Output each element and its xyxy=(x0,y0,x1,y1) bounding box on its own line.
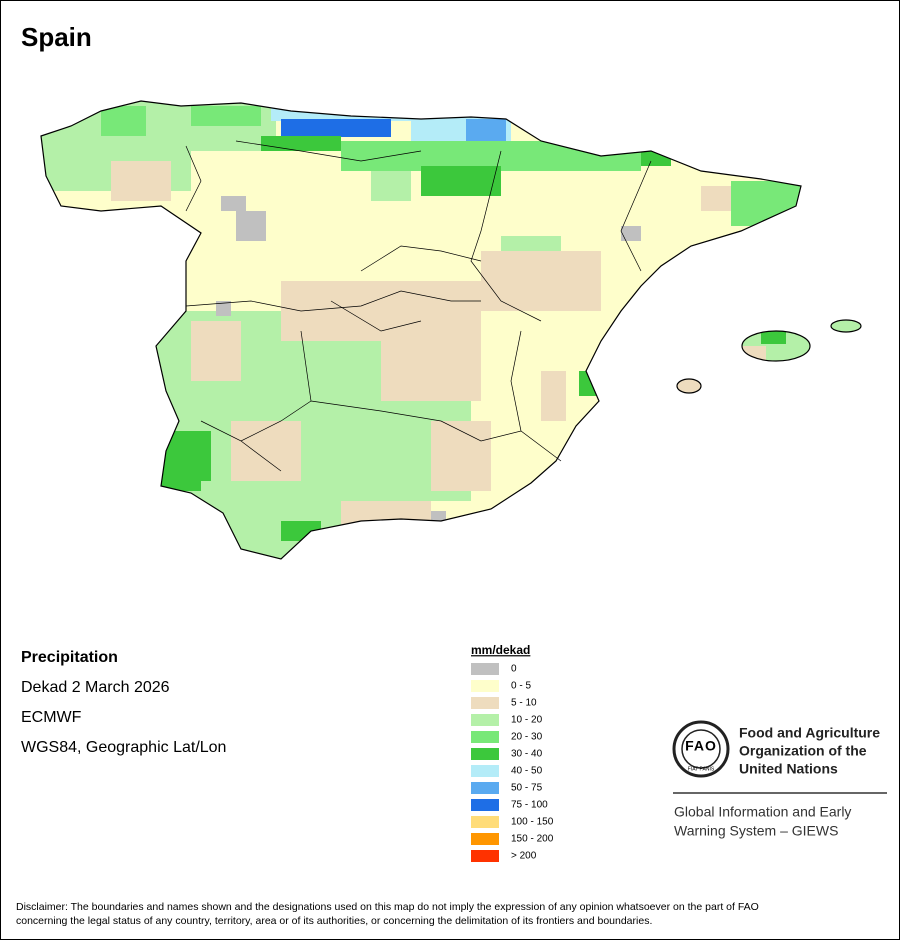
legend-label: 10 - 20 xyxy=(511,715,543,726)
legend-swatch xyxy=(471,850,499,862)
organization-line: Organization of the xyxy=(739,743,867,759)
logo-text: FAO xyxy=(685,738,717,754)
legend-swatch xyxy=(471,680,499,692)
organization-line: Food and Agriculture xyxy=(739,725,880,741)
legend-label: 100 - 150 xyxy=(511,817,554,828)
boundaries xyxy=(40,100,862,560)
organization-name: Food and Agriculture Organization of the U… xyxy=(739,725,880,777)
legend-swatch xyxy=(471,731,499,743)
disclaimer-line: Disclaimer: The boundaries and names sho… xyxy=(16,901,759,913)
info-line: Dekad 2 March 2026 xyxy=(21,679,170,696)
legend-label: 50 - 75 xyxy=(511,783,543,794)
legend-swatch xyxy=(471,765,499,777)
disclaimer-line: concerning the legal status of any count… xyxy=(16,915,652,927)
legend-label: 5 - 10 xyxy=(511,698,537,709)
disclaimer: Disclaimer: The boundaries and names sho… xyxy=(16,901,759,927)
legend-label: 40 - 50 xyxy=(511,766,543,777)
legend-swatch xyxy=(471,663,499,675)
legend-label: 0 - 5 xyxy=(511,681,531,692)
fao-logo: FAO FIAT PANIS xyxy=(672,720,730,778)
legend-swatch xyxy=(471,714,499,726)
legend-title: mm/dekad xyxy=(471,643,530,657)
info-line: ECMWF xyxy=(21,709,82,726)
map-info: Precipitation Dekad 2 March 2026 ECMWF WGS8… xyxy=(21,649,226,756)
legend-swatch xyxy=(471,816,499,828)
program-name: Global Information and Early Warning Syst… xyxy=(674,804,851,839)
info-line: Precipitation xyxy=(21,649,118,666)
program-line: Warning System – GIEWS xyxy=(674,823,838,839)
legend: 0 0 - 5 5 - 10 10 - 20 20 - 30 30 - 40 40 - 50… xyxy=(471,663,554,862)
map-title: Spain xyxy=(21,22,92,52)
legend-swatch xyxy=(471,697,499,709)
info-line: WGS84, Geographic Lat/Lon xyxy=(21,739,226,756)
legend-swatch xyxy=(471,833,499,845)
logo-motto: FIAT PANIS xyxy=(688,766,715,772)
legend-label: > 200 xyxy=(511,851,537,862)
legend-swatch xyxy=(471,782,499,794)
program-line: Global Information and Early xyxy=(674,804,851,820)
legend-label: 30 - 40 xyxy=(511,749,543,760)
legend-swatch xyxy=(471,748,499,760)
organization-line: United Nations xyxy=(739,761,838,777)
legend-label: 20 - 30 xyxy=(511,732,543,743)
legend-swatch xyxy=(471,799,499,811)
legend-label: 75 - 100 xyxy=(511,800,548,811)
legend-label: 0 xyxy=(511,664,517,675)
legend-label: 150 - 200 xyxy=(511,834,554,845)
